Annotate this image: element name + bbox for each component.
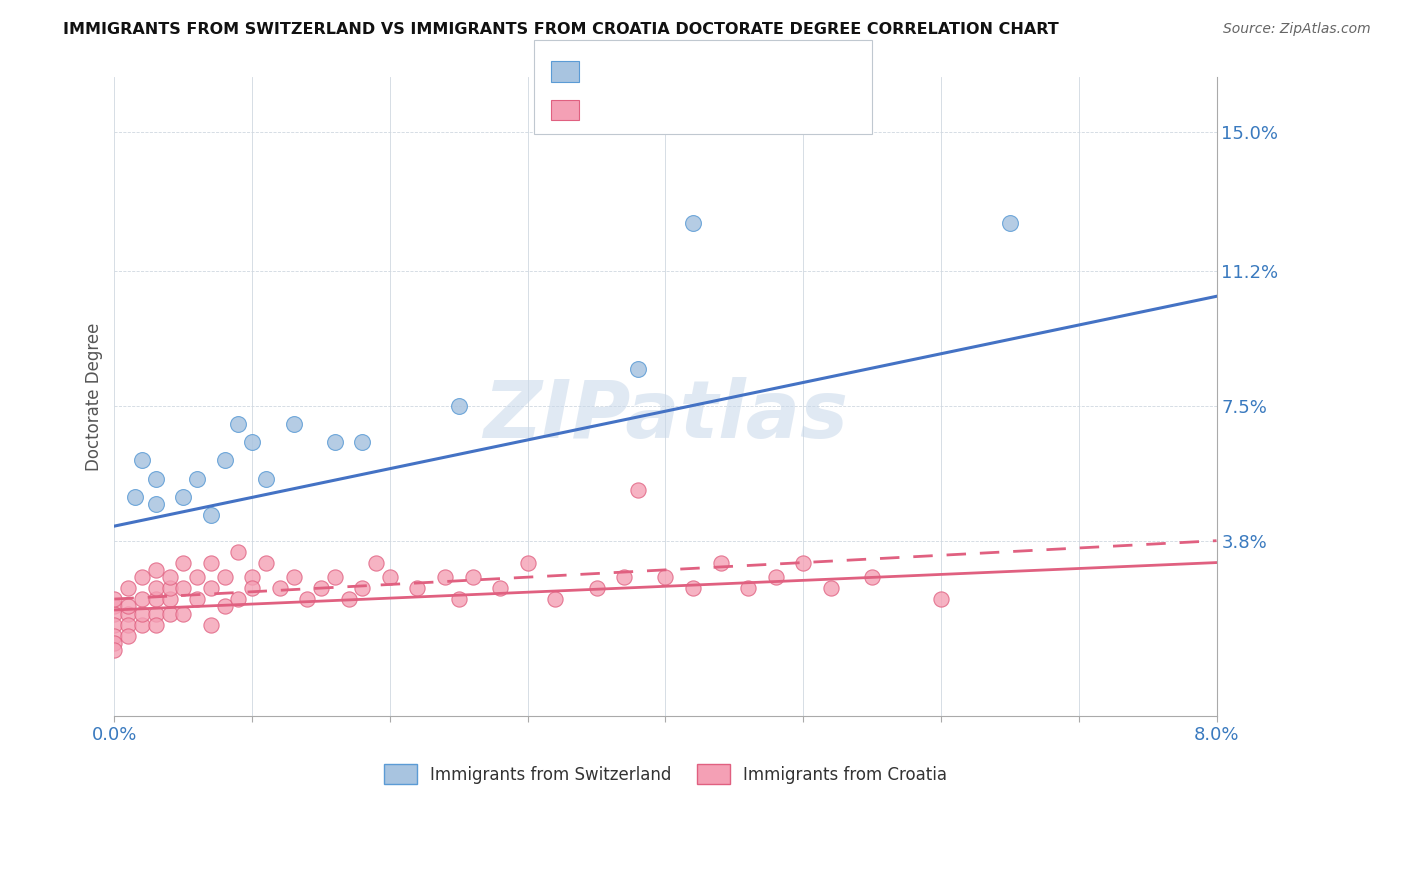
Legend: Immigrants from Switzerland, Immigrants from Croatia: Immigrants from Switzerland, Immigrants … bbox=[377, 758, 955, 790]
Point bbox=[820, 581, 842, 595]
Text: R =: R = bbox=[589, 60, 626, 78]
Point bbox=[159, 592, 181, 607]
Point bbox=[117, 599, 139, 614]
Y-axis label: Doctorate Degree: Doctorate Degree bbox=[86, 322, 103, 471]
Point bbox=[214, 599, 236, 614]
Point bbox=[682, 216, 704, 230]
Point bbox=[765, 570, 787, 584]
Text: R =: R = bbox=[589, 96, 626, 114]
Point bbox=[117, 581, 139, 595]
Point bbox=[366, 556, 388, 570]
Point bbox=[378, 570, 401, 584]
Point bbox=[103, 636, 125, 650]
Point bbox=[860, 570, 883, 584]
Point bbox=[461, 570, 484, 584]
Point bbox=[145, 563, 167, 577]
Point bbox=[228, 592, 250, 607]
Point bbox=[117, 628, 139, 642]
Point bbox=[131, 617, 153, 632]
Point bbox=[214, 453, 236, 467]
Point bbox=[323, 570, 346, 584]
Point bbox=[254, 556, 277, 570]
Point bbox=[228, 417, 250, 431]
Point bbox=[627, 362, 650, 376]
Point bbox=[654, 570, 676, 584]
Point bbox=[145, 472, 167, 486]
Point bbox=[200, 617, 222, 632]
Point bbox=[737, 581, 759, 595]
Point bbox=[613, 570, 636, 584]
Point bbox=[337, 592, 360, 607]
Point bbox=[200, 581, 222, 595]
Point bbox=[159, 581, 181, 595]
Point bbox=[283, 570, 305, 584]
Point bbox=[186, 592, 208, 607]
Point bbox=[186, 570, 208, 584]
Text: 0.429: 0.429 bbox=[617, 60, 671, 78]
Point bbox=[929, 592, 952, 607]
Point bbox=[103, 599, 125, 614]
Point bbox=[240, 570, 263, 584]
Text: IMMIGRANTS FROM SWITZERLAND VS IMMIGRANTS FROM CROATIA DOCTORATE DEGREE CORRELAT: IMMIGRANTS FROM SWITZERLAND VS IMMIGRANT… bbox=[63, 22, 1059, 37]
Point bbox=[269, 581, 291, 595]
Point bbox=[145, 497, 167, 511]
Point bbox=[103, 628, 125, 642]
Point bbox=[240, 435, 263, 450]
Point bbox=[214, 570, 236, 584]
Text: 18: 18 bbox=[709, 60, 731, 78]
Point bbox=[117, 607, 139, 621]
Point bbox=[131, 607, 153, 621]
Point bbox=[103, 617, 125, 632]
Point bbox=[145, 607, 167, 621]
Point bbox=[323, 435, 346, 450]
Text: ZIPatlas: ZIPatlas bbox=[484, 376, 848, 455]
Point bbox=[406, 581, 429, 595]
Point bbox=[172, 490, 194, 504]
Point bbox=[186, 472, 208, 486]
Point bbox=[447, 399, 470, 413]
Point bbox=[124, 490, 146, 504]
Point bbox=[131, 453, 153, 467]
Point bbox=[998, 216, 1021, 230]
Point bbox=[103, 643, 125, 657]
Point bbox=[585, 581, 607, 595]
Point bbox=[145, 617, 167, 632]
Point bbox=[117, 617, 139, 632]
Text: N =: N = bbox=[669, 60, 717, 78]
Point bbox=[159, 570, 181, 584]
Point bbox=[172, 607, 194, 621]
Point bbox=[131, 570, 153, 584]
Point bbox=[297, 592, 319, 607]
Point bbox=[434, 570, 457, 584]
Point bbox=[352, 581, 374, 595]
Point bbox=[309, 581, 332, 595]
Point bbox=[447, 592, 470, 607]
Point bbox=[283, 417, 305, 431]
Point bbox=[145, 592, 167, 607]
Point bbox=[544, 592, 567, 607]
Point bbox=[516, 556, 538, 570]
Point bbox=[145, 581, 167, 595]
Point bbox=[172, 581, 194, 595]
Point bbox=[172, 556, 194, 570]
Point bbox=[200, 556, 222, 570]
Point bbox=[200, 508, 222, 523]
Point bbox=[627, 483, 650, 497]
Point bbox=[254, 472, 277, 486]
Point bbox=[792, 556, 814, 570]
Text: 67: 67 bbox=[709, 96, 731, 114]
Point bbox=[489, 581, 512, 595]
Point bbox=[352, 435, 374, 450]
Point bbox=[131, 592, 153, 607]
Point bbox=[228, 544, 250, 558]
Text: Source: ZipAtlas.com: Source: ZipAtlas.com bbox=[1223, 22, 1371, 37]
Text: N =: N = bbox=[669, 96, 717, 114]
Point bbox=[159, 607, 181, 621]
Point bbox=[682, 581, 704, 595]
Point bbox=[103, 592, 125, 607]
Text: 0.125: 0.125 bbox=[617, 96, 669, 114]
Point bbox=[103, 607, 125, 621]
Point bbox=[710, 556, 733, 570]
Point bbox=[240, 581, 263, 595]
